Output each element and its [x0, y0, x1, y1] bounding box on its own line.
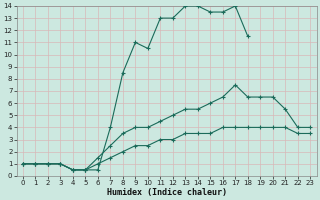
X-axis label: Humidex (Indice chaleur): Humidex (Indice chaleur)	[107, 188, 227, 197]
